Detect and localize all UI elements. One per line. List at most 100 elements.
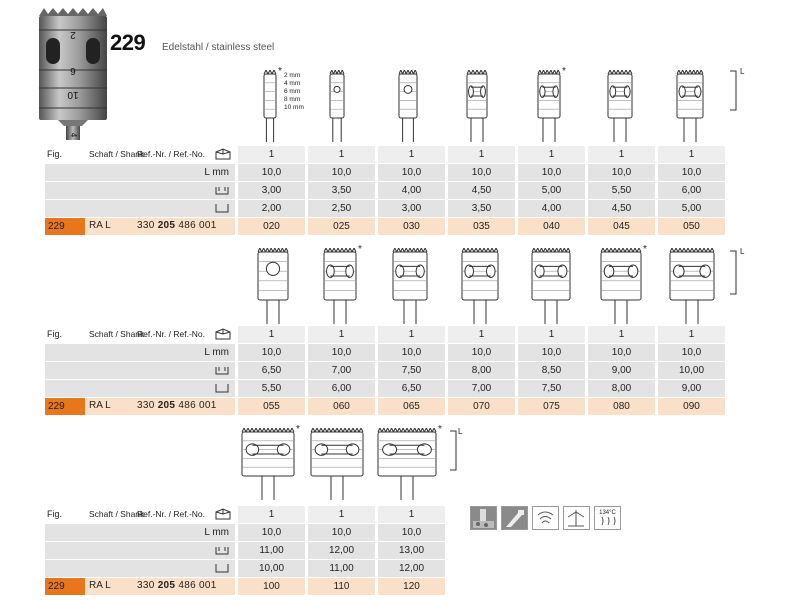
pack-qty-cell: 1 xyxy=(305,146,377,164)
length-cell: 10,0 xyxy=(305,163,377,182)
header-label-cell: Fig. Schaft / Shank Ref.-Nr. / Ref.-No. xyxy=(45,506,237,524)
size-code-cell: 025 xyxy=(305,217,377,236)
ref-label-cell: 229 RA L 330 205 486 001 xyxy=(45,397,237,416)
hero-mark-4: 4 xyxy=(69,133,78,138)
header-label-cell: Fig. Schaft / Shank Ref.-Nr. / Ref.-No. xyxy=(45,326,237,344)
length-bracket-1 xyxy=(730,70,737,111)
header-label-cell: Fig. Schaft / Shank Ref.-Nr. / Ref.-No. xyxy=(45,146,237,164)
pack-qty-cell: 1 xyxy=(655,326,725,344)
length-cell: 10,0 xyxy=(585,163,657,182)
inner-diameter-icon xyxy=(215,204,229,213)
size-code-cell: 065 xyxy=(375,397,447,416)
ref-prefix: 330 xyxy=(137,580,155,591)
outer-diameter-cell: 4,50 xyxy=(445,181,517,200)
inner-diameter-icon xyxy=(215,564,229,573)
pack-qty-cell: 1 xyxy=(515,326,587,344)
length-cell: 10,0 xyxy=(305,343,377,362)
size-code-cell: 060 xyxy=(305,397,377,416)
fig-number: 229 xyxy=(45,398,85,415)
length-cell: 10,0 xyxy=(305,523,377,542)
outer-diameter-cell: 4,00 xyxy=(375,181,447,200)
inner-diameter-cell: 8,00 xyxy=(585,379,657,398)
shank-header: Schaft / Shank xyxy=(89,149,145,159)
length-cell: 10,0 xyxy=(375,343,447,362)
hero-mark-2: 2 xyxy=(70,29,76,40)
size-code-cell: 075 xyxy=(515,397,587,416)
trephine-diagram xyxy=(669,248,715,324)
fig-number: 229 xyxy=(45,218,85,235)
length-cell: 10,0 xyxy=(375,523,445,542)
inner-diameter-cell: 6,00 xyxy=(305,379,377,398)
length-cell: 10,0 xyxy=(235,163,307,182)
ref-suffix: 486 001 xyxy=(178,580,217,591)
trephine-diagram xyxy=(531,248,571,324)
depth-mark-8: 8 mm xyxy=(284,96,301,103)
shank-header: Schaft / Shank xyxy=(89,329,145,339)
pack-qty-cell: 1 xyxy=(445,146,517,164)
hero-mark-6: 6 xyxy=(70,65,76,76)
cooling-icon xyxy=(532,506,559,530)
size-code-cell: 120 xyxy=(375,577,445,596)
inner-diameter-cell: 6,50 xyxy=(375,379,447,398)
ref-number: 330 205 486 001 xyxy=(137,400,217,411)
fig-header: Fig. xyxy=(47,149,63,159)
length-bracket-3 xyxy=(450,430,457,471)
special-mark: * xyxy=(562,66,566,77)
size-code-cell: 035 xyxy=(445,217,517,236)
special-mark: * xyxy=(643,244,647,255)
pack-qty-cell: 1 xyxy=(585,146,657,164)
ref-number: 330 205 486 001 xyxy=(137,220,217,231)
trephine-diagram xyxy=(607,70,633,142)
depth-mark-6: 6 mm xyxy=(284,88,301,95)
pack-qty-cell: 1 xyxy=(375,146,447,164)
special-mark: * xyxy=(438,424,442,435)
special-mark: * xyxy=(358,244,362,255)
shank-type: RA L xyxy=(89,400,111,411)
pack-qty-cell: 1 xyxy=(375,326,447,344)
outer-diameter-cell: 11,00 xyxy=(235,541,307,560)
length-symbol-1: L xyxy=(740,67,745,76)
size-code-cell: 100 xyxy=(235,577,307,596)
ref-prefix: 330 xyxy=(137,400,155,411)
inner-diameter-cell: 3,50 xyxy=(445,199,517,218)
ref-bold: 205 xyxy=(157,580,176,591)
pack-qty-cell: 1 xyxy=(375,506,445,524)
length-cell: 10,0 xyxy=(375,163,447,182)
refno-header: Ref.-Nr. / Ref.-No. xyxy=(137,509,206,519)
size-code-cell: 040 xyxy=(515,217,587,236)
shank-type: RA L xyxy=(89,580,111,591)
depth-mark-10: 10 mm xyxy=(284,104,304,111)
size-code-cell: 080 xyxy=(585,397,657,416)
pack-qty-cell: 1 xyxy=(445,326,517,344)
length-cell: 10,0 xyxy=(655,343,725,362)
trephine-diagram xyxy=(241,428,295,500)
inner-diameter-cell: 12,00 xyxy=(375,559,445,578)
outer-diameter-cell: 7,50 xyxy=(375,361,447,380)
size-code-cell: 045 xyxy=(585,217,657,236)
inner-diameter-cell: 2,00 xyxy=(235,199,307,218)
outer-diameter-cell: 5,00 xyxy=(515,181,587,200)
shank-header: Schaft / Shank xyxy=(89,509,145,519)
outer-diameter-icon xyxy=(215,187,229,195)
inner-diameter-cell: 2,50 xyxy=(305,199,377,218)
trephine-diagram xyxy=(257,248,289,324)
trephine-diagram xyxy=(461,248,499,324)
inner-diameter-cell: 5,50 xyxy=(235,379,307,398)
l-mm-label: L mm xyxy=(204,527,229,538)
fig-header: Fig. xyxy=(47,329,63,339)
trephine-diagram xyxy=(466,70,488,142)
inner-diameter-cell: 5,00 xyxy=(655,199,725,218)
outer-diameter-cell: 6,50 xyxy=(235,361,307,380)
ref-suffix: 486 001 xyxy=(178,220,217,231)
length-cell: 10,0 xyxy=(655,163,725,182)
ref-bold: 205 xyxy=(157,220,176,231)
inner-diameter-cell: 7,00 xyxy=(445,379,517,398)
outer-diameter-cell: 8,00 xyxy=(445,361,517,380)
ref-number: 330 205 486 001 xyxy=(137,580,217,591)
bone-cutting-icon xyxy=(470,506,497,530)
size-code-cell: 030 xyxy=(375,217,447,236)
outer-diameter-cell: 13,00 xyxy=(375,541,445,560)
refno-header: Ref.-Nr. / Ref.-No. xyxy=(137,329,206,339)
length-cell: 10,0 xyxy=(235,523,307,542)
ref-bold: 205 xyxy=(157,400,176,411)
